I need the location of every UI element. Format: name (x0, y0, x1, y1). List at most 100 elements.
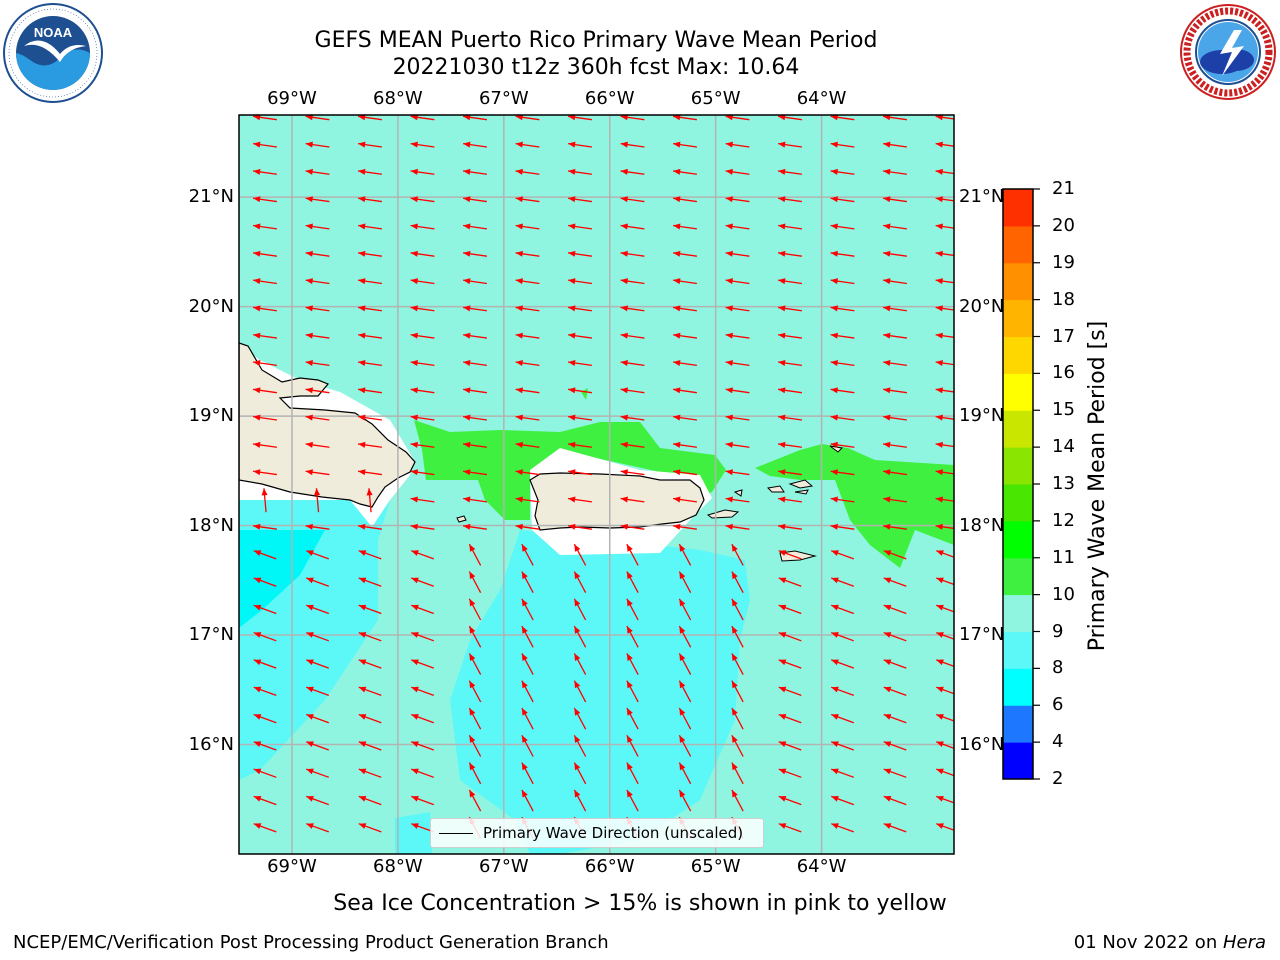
wave-arrow (673, 141, 697, 148)
wave-arrow (935, 168, 954, 175)
wave-arrow (673, 496, 697, 503)
wave-arrow (358, 305, 382, 312)
wave-arrow (358, 686, 382, 697)
wave-arrow (673, 332, 697, 339)
wave-arrow (673, 305, 697, 312)
wave-arrow (253, 387, 277, 394)
wave-arrow (620, 469, 645, 476)
wave-arrow (358, 168, 382, 175)
wave-arrow (568, 332, 592, 339)
wave-arrow (831, 823, 854, 833)
wave-arrow (831, 659, 854, 669)
wave-arrow (725, 496, 750, 503)
wave-arrow (936, 795, 954, 804)
wave-arrow (568, 414, 592, 421)
wave-arrow (358, 278, 382, 285)
wave-arrow (725, 141, 750, 148)
wave-arrow (411, 713, 434, 724)
wave-arrow (620, 332, 645, 339)
wave-arrow (778, 414, 802, 421)
lon-tick-top: 64°W (796, 88, 847, 109)
wave-arrow (831, 768, 854, 778)
wave-arrow (358, 115, 382, 121)
wave-arrow (358, 250, 382, 257)
wave-arrow (358, 795, 382, 806)
puerto-rico-landmass (529, 472, 705, 531)
wave-arrow (305, 387, 330, 394)
wave-arrow (253, 768, 277, 778)
wave-arrow (358, 360, 382, 367)
wave-arrow (515, 223, 540, 230)
wave-arrow (673, 196, 697, 203)
wave-arrow (778, 305, 802, 312)
wave-arrow (358, 631, 382, 642)
wave-arrow (883, 523, 907, 530)
wave-arrow (778, 768, 802, 778)
wave-arrow (778, 223, 802, 230)
wave-arrow (883, 577, 907, 587)
wave-arrow (626, 789, 639, 812)
wave-arrow (253, 741, 277, 751)
wave-arrow (620, 414, 645, 421)
wave-arrow (673, 250, 697, 257)
colorbar-tick-label: 8 (1052, 657, 1064, 679)
lon-tick-bottom: 67°W (478, 856, 529, 877)
wave-arrow (678, 625, 692, 648)
lat-tick-left: 21°N (188, 186, 234, 208)
wave-arrow (358, 387, 382, 394)
wave-arrow (831, 686, 854, 697)
wave-arrow (778, 741, 802, 751)
wave-arrow (778, 168, 802, 175)
wave-arrow (778, 550, 802, 560)
wave-arrow (883, 795, 907, 806)
wave-arrow (358, 713, 382, 724)
wave-arrow (573, 625, 587, 648)
wave-arrow (463, 278, 487, 285)
wave-arrow (778, 659, 802, 669)
wave-arrow (936, 577, 954, 586)
wave-arrow (673, 115, 697, 121)
wave-arrow (410, 523, 435, 530)
wave-arrow (410, 196, 435, 203)
wave-arrow (253, 550, 277, 560)
virgin-islands (733, 479, 814, 497)
wave-arrow (358, 823, 382, 833)
wave-arrow (830, 115, 855, 121)
wave-arrow (725, 305, 750, 312)
lon-tick-top: 69°W (267, 88, 317, 109)
wave-arrow (778, 686, 802, 697)
wave-arrow (620, 523, 645, 530)
wave-arrow (568, 278, 592, 285)
wave-arrow (778, 523, 802, 530)
wave-arrow (778, 823, 802, 833)
colorbar-tick-label: 15 (1052, 399, 1075, 421)
footer-host: Hera (1222, 932, 1266, 953)
legend-label: Primary Wave Direction (unscaled) (483, 824, 744, 842)
colorbar-segment (1003, 631, 1033, 669)
wave-arrow (253, 360, 277, 367)
wave-arrow (411, 795, 434, 806)
wave-arrow (521, 680, 534, 703)
wave-arrow (568, 305, 592, 312)
wave-arrow (883, 741, 907, 751)
st-croix-island (779, 550, 817, 562)
wave-arrow (883, 360, 907, 367)
wave-arrow (883, 496, 907, 503)
wave-arrow (573, 543, 587, 566)
wave-arrow (305, 360, 330, 367)
wave-arrow (678, 543, 692, 566)
lat-tick-left: 18°N (188, 514, 234, 536)
wave-arrow (883, 659, 907, 669)
wave-arrow (253, 631, 277, 642)
colorbar-segment (1003, 668, 1033, 706)
wave-arrow (305, 305, 330, 312)
footer-branch: NCEP/EMC/Verification Post Processing Pr… (13, 932, 609, 953)
colorbar-tick-label: 18 (1052, 288, 1075, 310)
wave-arrow (831, 795, 854, 806)
wave-arrow (935, 223, 954, 230)
lat-tick-right: 19°N (959, 405, 1005, 427)
wave-arrow (935, 278, 954, 285)
wave-arrow (778, 441, 802, 448)
wave-arrow (568, 523, 592, 530)
